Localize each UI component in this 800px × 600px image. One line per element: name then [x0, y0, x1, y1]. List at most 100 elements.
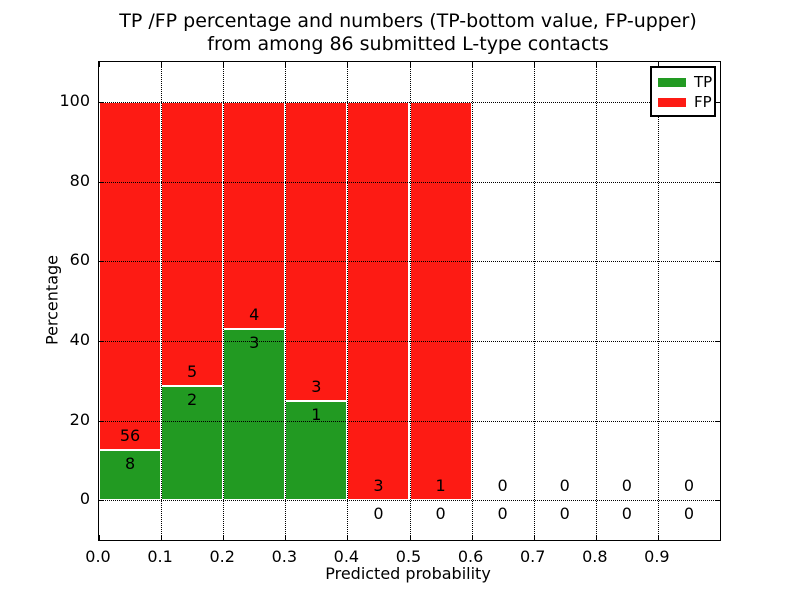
bar-fp-segment: [347, 101, 410, 501]
tp-count-label: 0: [621, 504, 632, 524]
y-tick-label: 20: [69, 409, 90, 429]
fp-count-label: 3: [373, 476, 384, 496]
x-tick-label: 0.6: [457, 547, 484, 566]
tp-count-label: 0: [683, 504, 695, 524]
gridline-vertical: [657, 62, 659, 540]
bar-fp-segment: [161, 101, 224, 387]
fp-count-label: 5: [187, 362, 198, 382]
chart-title: TP /FP percentage and numbers (TP-bottom…: [119, 10, 697, 56]
fp-color-swatch: [658, 98, 686, 107]
fp-count-label: 56: [119, 426, 141, 446]
x-tick-label: 0.3: [271, 547, 298, 566]
x-tick-mark-top: [99, 62, 100, 67]
x-tick-label: 0.5: [395, 547, 422, 566]
bar-fp-segment: [409, 101, 472, 501]
gridline-vertical: [471, 62, 473, 540]
tp-count-label: 0: [559, 504, 570, 524]
x-tick-label: 0.0: [85, 547, 111, 566]
x-tick-mark-top: [471, 62, 473, 67]
x-tick-label: 0.2: [209, 547, 235, 566]
y-tick-mark: [99, 500, 104, 502]
bar-tp-segment: [161, 386, 224, 501]
fp-count-label: 0: [497, 476, 508, 496]
x-tick-mark-top: [657, 62, 659, 67]
x-tick-label: 0.1: [147, 547, 173, 566]
y-tick-mark-right: [715, 420, 720, 422]
chart-title-line2: from among 86 submitted L-type contacts: [207, 33, 609, 55]
tp-color-swatch: [658, 78, 686, 87]
y-tick-mark-right: [715, 500, 720, 502]
y-tick-mark-right: [715, 340, 720, 342]
x-tick-label: 0.9: [644, 547, 670, 566]
gridline-vertical: [533, 62, 535, 540]
legend-entry-fp: FP: [658, 95, 712, 110]
tp-count-label: 3: [249, 333, 260, 353]
x-tick-mark: [347, 535, 349, 540]
gridline-horizontal: [99, 181, 720, 183]
x-tick-mark-top: [347, 62, 349, 67]
y-tick-mark-right: [715, 101, 720, 103]
fp-count-label: 0: [683, 476, 695, 496]
legend-label-fp: FP: [694, 93, 712, 111]
gridline-vertical: [595, 62, 597, 540]
x-tick-mark-top: [595, 62, 597, 67]
x-axis-label: Predicted probability: [325, 564, 491, 583]
y-tick-mark: [99, 181, 104, 183]
gridline-vertical: [409, 62, 411, 540]
gridline-vertical: [161, 62, 163, 540]
x-tick-mark: [595, 535, 597, 540]
y-tick-label: 80: [69, 170, 90, 190]
y-tick-mark-right: [715, 181, 720, 183]
x-tick-label: 0.4: [333, 547, 360, 566]
tp-count-label: 0: [435, 504, 446, 524]
fp-count-label: 3: [311, 376, 322, 396]
x-tick-label: 0.8: [582, 547, 608, 566]
legend: TP FP: [650, 66, 716, 117]
x-tick-mark: [223, 535, 225, 540]
y-tick-mark: [99, 340, 104, 342]
y-tick-label: 40: [69, 329, 90, 349]
gridline-horizontal: [99, 500, 720, 502]
gridline-vertical: [223, 62, 225, 540]
y-tick-mark: [99, 101, 104, 103]
gridline-vertical: [285, 62, 287, 540]
y-tick-label: 0: [79, 489, 90, 509]
bar-fp-segment: [285, 101, 348, 401]
x-tick-mark: [99, 535, 100, 540]
gridline-horizontal: [99, 340, 720, 342]
x-tick-mark: [533, 535, 535, 540]
x-tick-mark: [657, 535, 659, 540]
tp-count-label: 2: [187, 390, 198, 410]
bar-tp-segment: [223, 329, 286, 501]
fp-count-label: 0: [621, 476, 632, 496]
chart-title-line1: TP /FP percentage and numbers (TP-bottom…: [119, 10, 697, 32]
x-tick-mark-top: [161, 62, 163, 67]
legend-entry-tp: TP: [658, 75, 712, 90]
tp-count-label: 1: [311, 404, 322, 424]
x-tick-label: 0.7: [519, 547, 546, 566]
x-tick-mark-top: [533, 62, 535, 67]
x-tick-mark-top: [409, 62, 411, 67]
x-tick-mark: [285, 535, 287, 540]
x-tick-mark-top: [285, 62, 287, 67]
legend-label-tp: TP: [694, 73, 713, 91]
gridline-horizontal: [99, 261, 720, 263]
plot-area: TP FP 56 8 5 2 4 3 3 1 3 0 1 0 0 0 0 0 0 0 0 0: [98, 61, 721, 541]
x-tick-mark: [161, 535, 163, 540]
y-tick-label: 100: [59, 90, 90, 110]
bar-fp-segment: [223, 101, 286, 330]
gridline-horizontal: [99, 420, 720, 422]
bar-tp-segment: [99, 450, 162, 501]
y-tick-mark: [99, 420, 104, 422]
x-tick-mark: [471, 535, 473, 540]
y-tick-mark-right: [715, 261, 720, 263]
x-tick-mark-top: [223, 62, 225, 67]
x-tick-mark: [409, 535, 411, 540]
bar-fp-segment: [99, 101, 162, 451]
tp-count-label: 0: [497, 504, 508, 524]
fp-count-label: 1: [435, 476, 446, 496]
fp-count-label: 4: [249, 305, 260, 325]
gridline-horizontal: [99, 101, 720, 103]
y-tick-mark: [99, 261, 104, 263]
